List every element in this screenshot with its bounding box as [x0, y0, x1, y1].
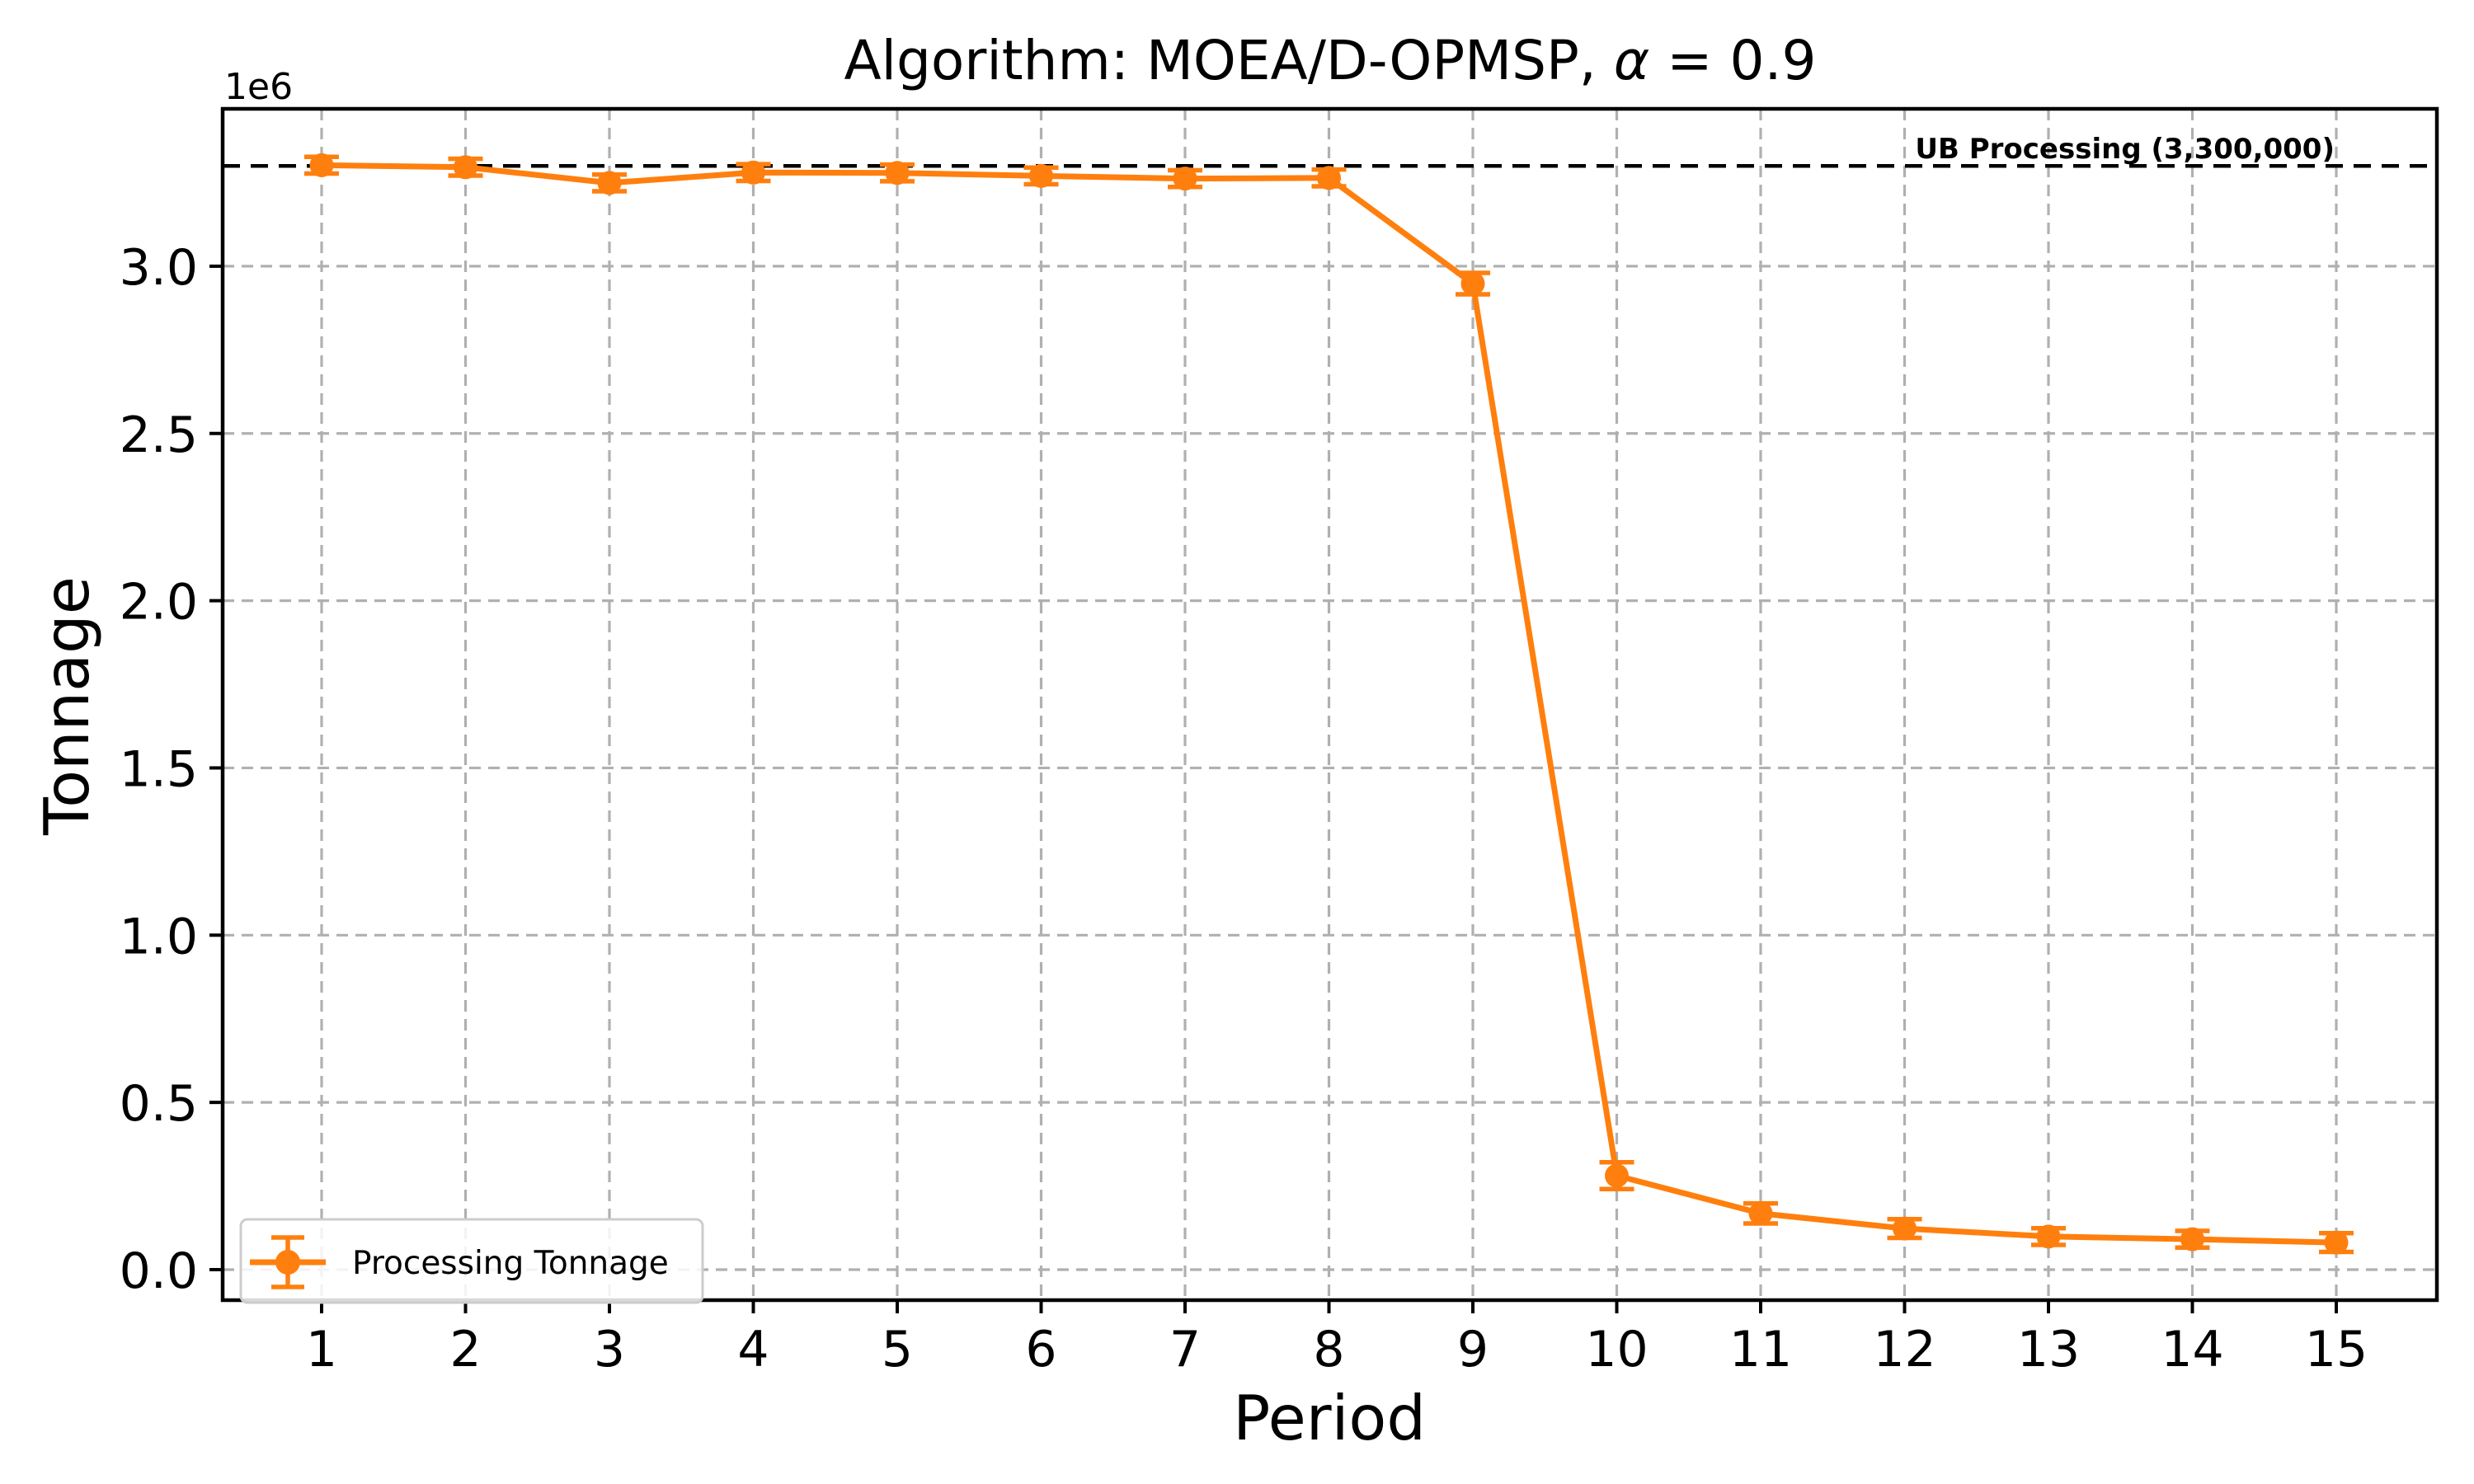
x-tick-label: 15	[2305, 1321, 2368, 1378]
x-tick-label: 14	[2161, 1321, 2223, 1378]
chart-title-suffix: = 0.9	[1649, 29, 1816, 92]
chart-title-alpha-symbol: α	[1614, 29, 1650, 92]
legend-marker-icon	[250, 1235, 326, 1289]
x-axis-label: Period	[1233, 1382, 1426, 1454]
x-tick-label: 13	[2017, 1321, 2080, 1378]
data-point-marker	[1029, 163, 1053, 188]
chart-title: Algorithm: MOEA/D-OPMSP, α = 0.9	[844, 29, 1817, 92]
data-point-marker	[885, 161, 910, 186]
data-point-marker	[1605, 1163, 1629, 1188]
chart-title-prefix: Algorithm: MOEA/D-OPMSP,	[844, 29, 1614, 92]
y-axis-label: Tonnage	[31, 576, 103, 836]
x-tick-label: 12	[1873, 1321, 1935, 1378]
y-tick-label: 2.0	[120, 574, 198, 632]
data-point-marker	[1460, 271, 1485, 296]
data-point-marker	[454, 155, 477, 180]
legend-box	[239, 1218, 704, 1304]
x-tick-label: 6	[1025, 1321, 1056, 1378]
data-point-marker	[1748, 1201, 1773, 1226]
legend: Processing Tonnage	[239, 1218, 704, 1304]
data-point-marker	[1893, 1216, 1917, 1241]
x-tick-label: 4	[737, 1321, 769, 1378]
x-tick-label: 5	[882, 1321, 913, 1378]
y-tick-label: 3.0	[120, 239, 198, 297]
x-tick-label: 8	[1313, 1321, 1344, 1378]
data-point-marker	[741, 160, 765, 185]
data-point-marker	[1173, 167, 1197, 191]
legend-marker-sample	[275, 1250, 300, 1275]
legend-label: Processing Tonnage	[352, 1245, 669, 1282]
data-point-marker	[1317, 166, 1341, 190]
ub-reference-label: UB Processing (3,300,000)	[1915, 133, 2335, 166]
y-tick-label: 1.5	[120, 740, 198, 798]
x-tick-label: 10	[1585, 1321, 1648, 1378]
data-point-marker	[309, 153, 334, 177]
y-tick-label: 0.0	[120, 1242, 198, 1300]
y-offset-label: 1e6	[224, 66, 293, 108]
x-tick-label: 11	[1729, 1321, 1792, 1378]
x-tick-label: 3	[594, 1321, 625, 1378]
data-point-marker	[2180, 1227, 2204, 1252]
data-point-marker	[597, 171, 622, 195]
y-tick-label: 2.5	[120, 406, 198, 464]
y-tick-label: 1.0	[120, 908, 198, 965]
x-tick-label: 9	[1457, 1321, 1489, 1378]
data-point-marker	[2324, 1230, 2349, 1255]
x-tick-label: 2	[449, 1321, 481, 1378]
x-tick-label: 1	[306, 1321, 337, 1378]
x-tick-label: 7	[1169, 1321, 1201, 1378]
data-point-marker	[2036, 1224, 2061, 1249]
y-tick-label: 0.5	[120, 1075, 198, 1133]
